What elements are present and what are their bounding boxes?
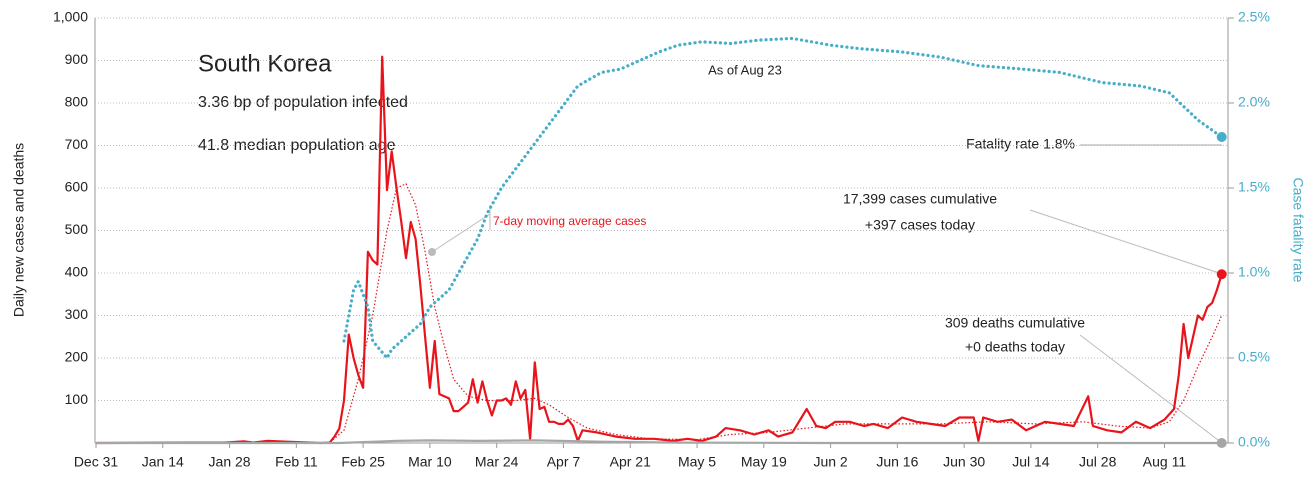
x-tick-label: Dec 31 bbox=[74, 454, 119, 470]
y-tick-label: 500 bbox=[65, 221, 89, 237]
x-tick-label: Mar 10 bbox=[408, 454, 452, 470]
x-tick-label: May 5 bbox=[678, 454, 716, 470]
annotation: As of Aug 23 bbox=[708, 62, 782, 77]
series-line bbox=[95, 55, 1223, 445]
x-tick-label: Mar 24 bbox=[475, 454, 519, 470]
y-axis-label: Daily new cases and deaths bbox=[11, 143, 27, 317]
annotation: 309 deaths cumulative bbox=[945, 315, 1085, 331]
series-line bbox=[342, 36, 1224, 360]
y2-tick-label: 0.0% bbox=[1238, 434, 1270, 450]
y-tick-label: 800 bbox=[65, 94, 89, 110]
x-tick-label: Jun 2 bbox=[813, 454, 847, 470]
x-tick-label: Jun 16 bbox=[876, 454, 918, 470]
y-tick-label: 900 bbox=[65, 51, 89, 67]
y2-tick-label: 2.5% bbox=[1238, 9, 1270, 25]
x-tick-label: Feb 11 bbox=[275, 454, 318, 470]
end-marker bbox=[1216, 132, 1227, 142]
series-line bbox=[95, 183, 1223, 444]
x-tick-label: Feb 25 bbox=[341, 454, 385, 470]
x-tick-label: Apr 21 bbox=[610, 454, 651, 470]
end-marker bbox=[1216, 269, 1227, 280]
chart-title: South Korea bbox=[198, 50, 332, 77]
annotation: 17,399 cases cumulative bbox=[843, 191, 997, 207]
leader-line bbox=[1079, 334, 1223, 444]
y2-tick-label: 2.0% bbox=[1238, 94, 1270, 110]
leader-line bbox=[1029, 209, 1223, 275]
x-tick-label: Jul 28 bbox=[1079, 454, 1117, 470]
y2-tick-label: 1.5% bbox=[1238, 179, 1270, 195]
x-tick-label: Apr 7 bbox=[547, 454, 581, 470]
annotation: +0 deaths today bbox=[965, 339, 1065, 355]
y2-axis-label: Case fatality rate bbox=[1290, 177, 1306, 282]
x-tick-label: Jan 14 bbox=[142, 454, 184, 470]
y-tick-label: 300 bbox=[65, 306, 89, 322]
series-line bbox=[96, 439, 1222, 445]
y-tick-label: 1,000 bbox=[53, 9, 88, 25]
x-tick-label: Jun 30 bbox=[943, 454, 985, 470]
x-tick-label: Aug 11 bbox=[1143, 454, 1187, 470]
x-tick-label: Jul 14 bbox=[1012, 454, 1050, 470]
end-marker bbox=[1216, 438, 1227, 448]
leader-dot bbox=[428, 248, 436, 256]
series-label: 7-day moving average cases bbox=[493, 214, 646, 228]
annotation: +397 cases today bbox=[865, 217, 975, 233]
y-tick-label: 700 bbox=[65, 136, 89, 152]
y2-tick-label: 1.0% bbox=[1238, 264, 1270, 280]
y-tick-label: 600 bbox=[65, 179, 89, 195]
y-tick-label: 200 bbox=[65, 349, 89, 365]
x-tick-label: Jan 28 bbox=[209, 454, 251, 470]
y2-tick-label: 0.5% bbox=[1238, 349, 1270, 365]
leader-line bbox=[431, 213, 491, 253]
x-tick-label: May 19 bbox=[741, 454, 787, 470]
y-tick-label: 400 bbox=[65, 264, 89, 280]
annotation: Fatality rate 1.8% bbox=[966, 136, 1075, 152]
y-tick-label: 100 bbox=[65, 391, 89, 407]
